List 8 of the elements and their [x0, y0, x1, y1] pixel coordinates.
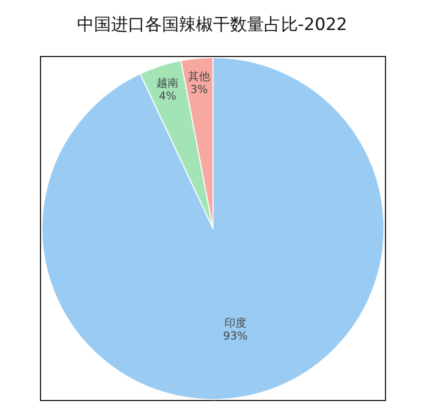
- slice-label: 其他: [188, 70, 210, 84]
- slice-label: 越南: [156, 76, 179, 90]
- pie-slice: [140, 60, 214, 229]
- slice-label: 印度: [224, 316, 246, 330]
- data-label: 3%: [190, 83, 208, 96]
- data-label: 93%: [223, 330, 248, 343]
- data-label: 4%: [158, 90, 176, 103]
- chart-title: 中国进口各国辣椒干数量占比-2022: [76, 15, 348, 35]
